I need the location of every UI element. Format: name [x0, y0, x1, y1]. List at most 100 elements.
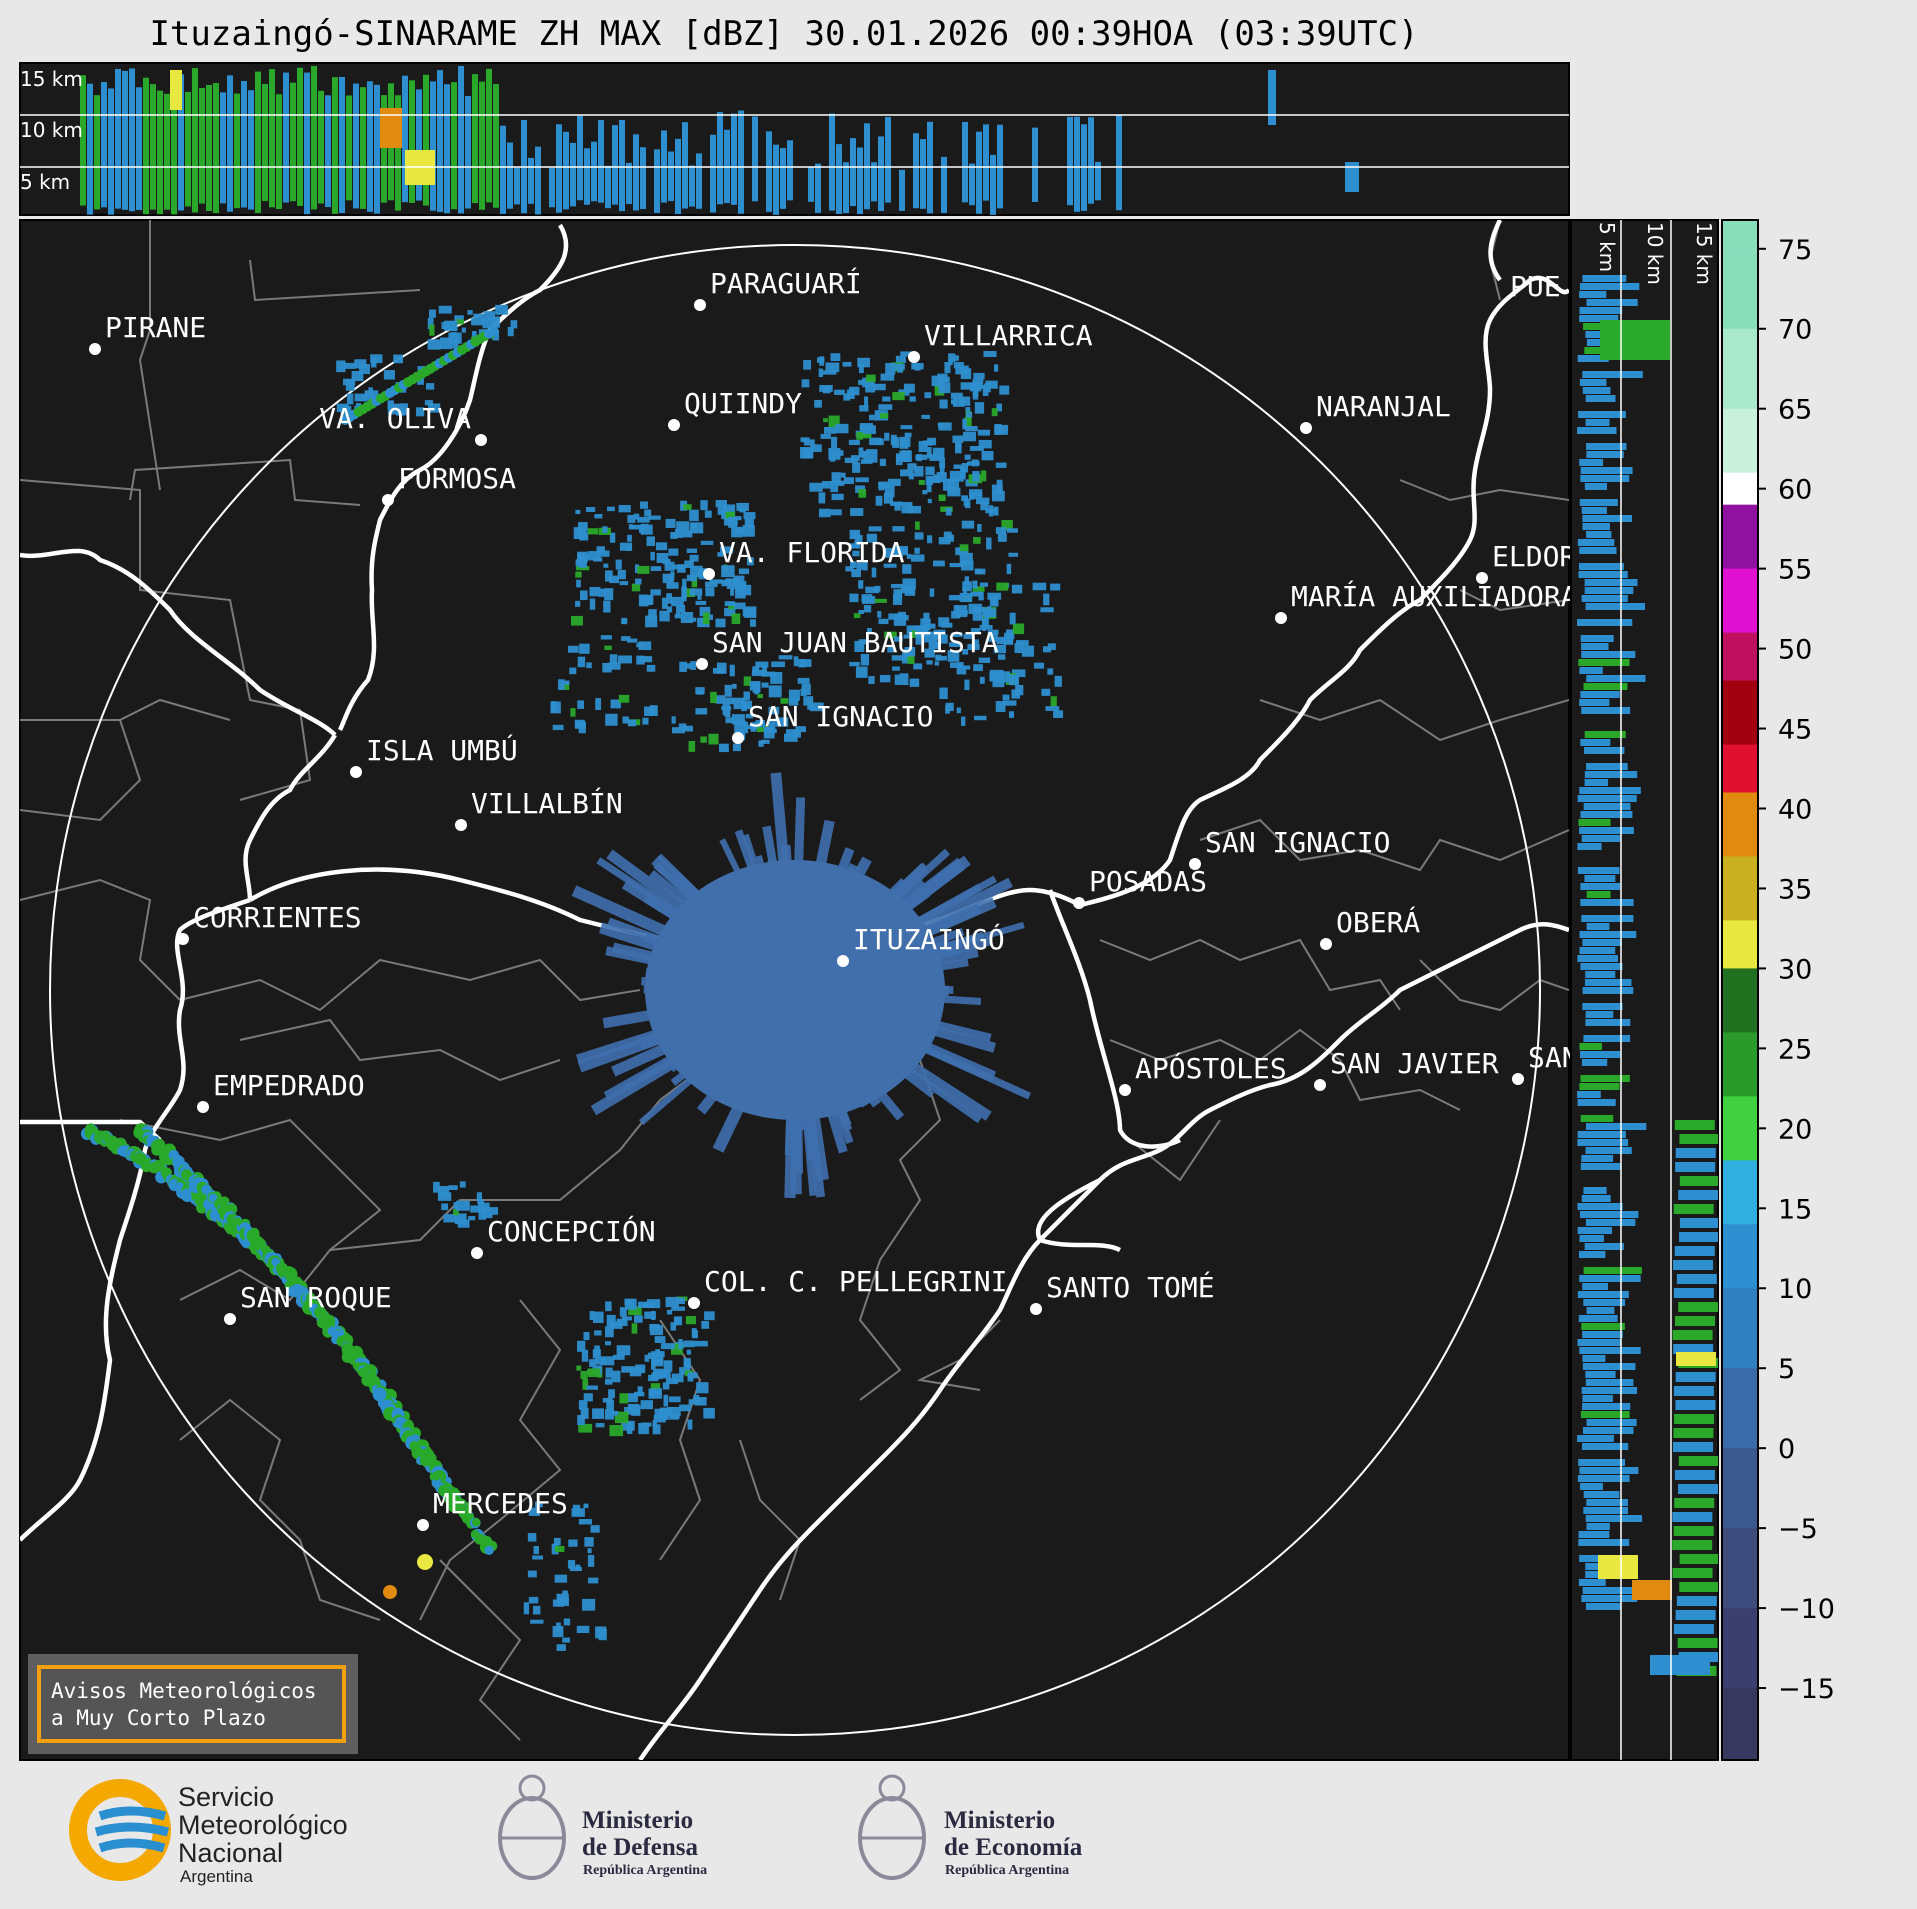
colorbar-tick-label: 40	[1778, 794, 1812, 825]
side-profile-panel: 5 km 10 km 15 km	[1570, 219, 1719, 1761]
city-marker-icon	[1275, 612, 1287, 624]
smn-logo: Servicio Meteorológico Nacional Argentin…	[69, 1779, 348, 1886]
city-marker-icon	[1189, 858, 1201, 870]
city-ituzaingó: ITUZAINGÓ	[837, 922, 1005, 967]
page-title: Ituzaingó-SINARAME ZH MAX [dBZ] 30.01.20…	[149, 14, 1419, 54]
city-san-ignacio: SAN IGNACIO	[1189, 826, 1390, 870]
svg-text:VILLALBÍN: VILLALBÍN	[471, 786, 623, 820]
svg-text:QUIINDY: QUIINDY	[684, 387, 802, 420]
city-paraguarí: PARAGUARÍ	[694, 266, 862, 311]
side-label-15km: 15 km	[1692, 222, 1716, 285]
colorbar-tick-label: −15	[1778, 1674, 1835, 1705]
city-quiindy: QUIINDY	[668, 387, 802, 431]
colorbar-tick-label: 70	[1778, 315, 1812, 346]
city-col-c-pellegrini: COL. C. PELLEGRINI	[688, 1265, 1007, 1309]
city-marker-icon	[1030, 1303, 1042, 1315]
colorbar-tick-label: −5	[1778, 1514, 1818, 1545]
city-marker-icon	[177, 933, 189, 945]
city-marker-icon	[417, 1519, 429, 1531]
city-san-roque: SAN ROQUE	[224, 1281, 392, 1325]
colorbar-tick-label: 35	[1778, 874, 1812, 905]
colorbar-tick-label: 50	[1778, 635, 1812, 666]
svg-text:OBERÁ: OBERÁ	[1336, 905, 1420, 939]
colorbar-tick-label: 10	[1778, 1274, 1812, 1305]
city-va-florida: VA. FLORIDA	[703, 536, 905, 580]
svg-text:NARANJAL: NARANJAL	[1316, 390, 1451, 423]
map-panel: PIRANE PARAGUARÍ VILLARRICA QUIINDY VA. OLIV…	[19, 219, 1627, 1761]
svg-text:SAN JAVIER: SAN JAVIER	[1330, 1047, 1499, 1080]
svg-text:VA. OLIVA: VA. OLIVA	[319, 402, 471, 435]
city-formosa: FORMOSA	[382, 462, 516, 506]
colorbar-tick-label: 15	[1778, 1194, 1812, 1225]
colorbar-tick-label: 5	[1778, 1354, 1795, 1385]
colorbar-tick-label: 0	[1778, 1434, 1795, 1465]
svg-text:PARAGUARÍ: PARAGUARÍ	[710, 266, 862, 300]
svg-text:VA. FLORIDA: VA. FLORIDA	[719, 536, 905, 569]
city-marker-icon	[668, 419, 680, 431]
svg-text:EMPEDRADO: EMPEDRADO	[213, 1069, 365, 1102]
city-marker-icon	[1119, 1084, 1131, 1096]
colorbar-tick-label: 65	[1778, 395, 1812, 426]
coat-of-arms-icon	[498, 1774, 566, 1880]
city-marker-icon	[382, 494, 394, 506]
colorbar-tick-label: −10	[1778, 1594, 1835, 1625]
city-marker-icon	[350, 766, 362, 778]
economia-line3: República Argentina	[945, 1863, 1069, 1878]
city-marker-icon	[732, 732, 744, 744]
svg-text:VILLARRICA: VILLARRICA	[924, 319, 1093, 352]
city-marker-icon	[1320, 938, 1332, 950]
city-marker-icon	[1073, 897, 1085, 909]
svg-text:SAN ROQUE: SAN ROQUE	[240, 1281, 392, 1314]
city-empedrado: EMPEDRADO	[197, 1069, 365, 1113]
city-posadas: POSADAS	[1073, 865, 1207, 909]
svg-text:ISLA UMBÚ: ISLA UMBÚ	[366, 733, 518, 767]
economia-logo: Ministerio de Economía República Argenti…	[858, 1774, 1083, 1880]
defensa-logo: Ministerio de Defensa República Argentin…	[498, 1774, 707, 1880]
city-villalbín: VILLALBÍN	[455, 786, 623, 831]
colorbar-tick-label: 55	[1778, 555, 1812, 586]
economia-line2: de Economía	[944, 1834, 1083, 1861]
svg-text:APÓSTOLES: APÓSTOLES	[1135, 1051, 1287, 1085]
side-label-10km: 10 km	[1643, 222, 1667, 285]
avisos-line1: Avisos Meteorológicos	[51, 1679, 317, 1703]
city-marker-icon	[455, 819, 467, 831]
city-labels: PIRANE PARAGUARÍ VILLARRICA QUIINDY VA. OLIV…	[89, 266, 1627, 1531]
smn-line4: Argentina	[180, 1867, 253, 1886]
city-isla-umbú: ISLA UMBÚ	[350, 733, 518, 778]
svg-text:PIRANE: PIRANE	[105, 311, 206, 344]
svg-text:COL. C. PELLEGRINI: COL. C. PELLEGRINI	[704, 1265, 1007, 1298]
city-marker-icon	[703, 568, 715, 580]
defensa-line2: de Defensa	[582, 1834, 698, 1861]
city-mercedes: MERCEDES	[417, 1487, 568, 1531]
top-profile-panel: 15 km 10 km 5 km	[19, 62, 1570, 216]
city-naranjal: NARANJAL	[1300, 390, 1451, 434]
coat-of-arms-icon	[858, 1774, 926, 1880]
city-san-juan-bautista: SAN JUAN BAUTISTA	[696, 626, 999, 670]
svg-text:FORMOSA: FORMOSA	[398, 462, 516, 495]
city-villarrica: VILLARRICA	[908, 319, 1093, 363]
svg-text:SANTO TOMÉ: SANTO TOMÉ	[1046, 1270, 1215, 1304]
colorbar-tick-label: 25	[1778, 1034, 1812, 1065]
svg-text:MARÍA AUXILIADORA: MARÍA AUXILIADORA	[1291, 579, 1578, 613]
city-marker-icon	[475, 434, 487, 446]
colorbar-tick-label: 45	[1778, 715, 1812, 746]
colorbar-tick-label: 20	[1778, 1114, 1812, 1145]
range-ring	[49, 244, 1541, 1736]
top-label-5km: 5 km	[20, 170, 70, 194]
city-pirane: PIRANE	[89, 311, 206, 355]
city-oberá: OBERÁ	[1320, 905, 1420, 950]
city-corrientes: CORRIENTES	[177, 901, 362, 945]
colorbar-tick-label: 60	[1778, 475, 1812, 506]
city-va-oliva: VA. OLIVA	[319, 402, 487, 446]
city-marker-icon	[197, 1101, 209, 1113]
city-maría-auxiliadora: MARÍA AUXILIADORA	[1275, 579, 1578, 624]
city-marker-icon	[1512, 1073, 1524, 1085]
smn-line1: Servicio	[178, 1782, 274, 1812]
city-marker-icon	[1300, 422, 1312, 434]
defensa-line3: República Argentina	[583, 1863, 707, 1878]
svg-text:SAN JUAN BAUTISTA: SAN JUAN BAUTISTA	[712, 626, 999, 659]
city-marker-icon	[837, 955, 849, 967]
city-marker-icon	[688, 1297, 700, 1309]
city-marker-icon	[1476, 572, 1488, 584]
